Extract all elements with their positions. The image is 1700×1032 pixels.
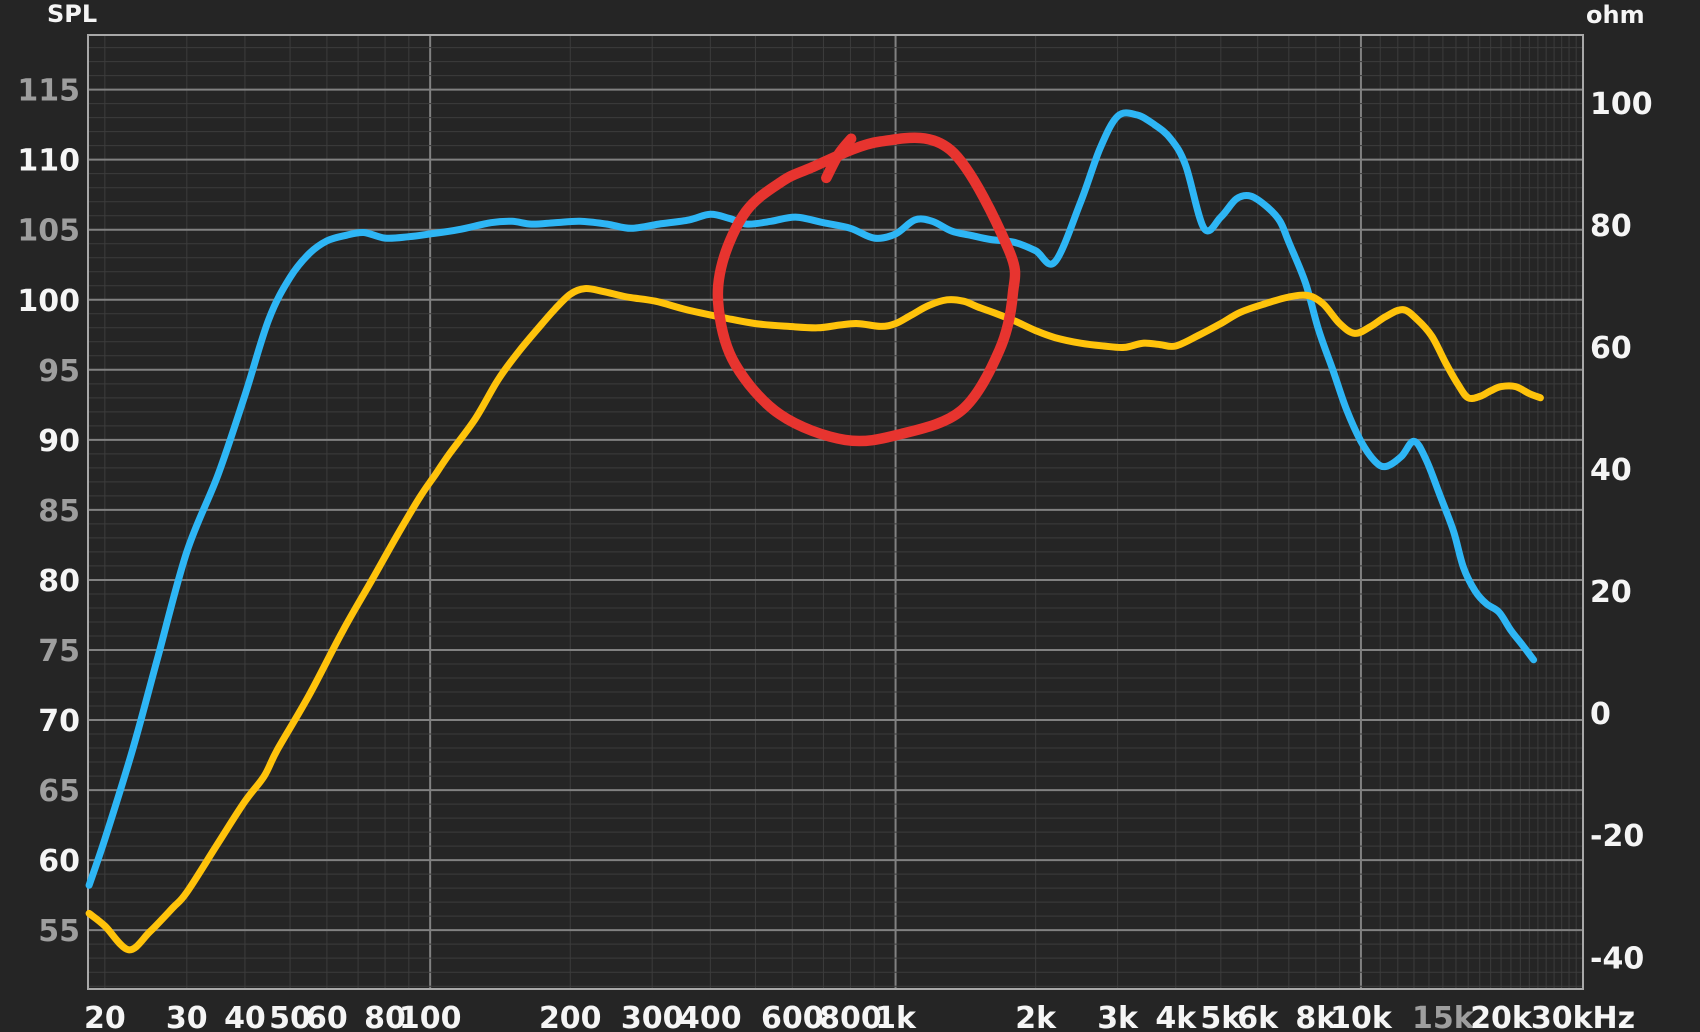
freq-tick-400: 400 bbox=[679, 1001, 742, 1032]
spl-tick-85: 85 bbox=[38, 494, 80, 529]
freq-tick-50: 50 bbox=[269, 1001, 311, 1032]
freq-tick-2k: 2k bbox=[1015, 1001, 1057, 1032]
axis-tick-labels: 1151101051009590858075706560551008060402… bbox=[17, 74, 1652, 1032]
spl-tick-60: 60 bbox=[38, 844, 80, 879]
red-circle-loop bbox=[712, 132, 1021, 447]
freq-tick-80: 80 bbox=[364, 1001, 406, 1032]
freq-tick-60: 60 bbox=[306, 1001, 348, 1032]
spl-tick-100: 100 bbox=[17, 284, 80, 319]
spl-tick-70: 70 bbox=[38, 704, 80, 739]
freq-tick-4k: 4k bbox=[1155, 1001, 1197, 1032]
data-curves bbox=[85, 109, 1544, 954]
spl-tick-115: 115 bbox=[17, 74, 80, 109]
spl-tick-105: 105 bbox=[17, 214, 80, 249]
freq-tick-15k: 15k bbox=[1412, 1001, 1475, 1032]
ohm-tick-40: 40 bbox=[1590, 453, 1632, 488]
ohm-tick--40: -40 bbox=[1590, 941, 1644, 976]
freq-tick-800: 800 bbox=[819, 1001, 882, 1032]
freq-tick-40: 40 bbox=[224, 1001, 266, 1032]
right-axis-title: ohm bbox=[1586, 1, 1645, 29]
freq-tick-6k: 6k bbox=[1237, 1001, 1279, 1032]
ohm-tick-80: 80 bbox=[1590, 209, 1632, 244]
spl-tick-95: 95 bbox=[38, 354, 80, 389]
freq-tick-300: 300 bbox=[621, 1001, 684, 1032]
left-axis-title: SPL bbox=[47, 0, 97, 28]
spl-tick-55: 55 bbox=[38, 914, 80, 949]
freq-tick-30kHz: 30kHz bbox=[1531, 1001, 1635, 1032]
freq-tick-20k: 20k bbox=[1470, 1001, 1533, 1032]
blue-spl-curve bbox=[85, 109, 1538, 889]
spl-tick-75: 75 bbox=[38, 634, 80, 669]
spl-tick-80: 80 bbox=[38, 564, 80, 599]
freq-tick-100: 100 bbox=[399, 1001, 462, 1032]
freq-tick-20: 20 bbox=[84, 1001, 126, 1032]
ohm-tick-20: 20 bbox=[1590, 575, 1632, 610]
freq-tick-3k: 3k bbox=[1097, 1001, 1139, 1032]
freq-tick-10k: 10k bbox=[1330, 1001, 1393, 1032]
freq-tick-200: 200 bbox=[539, 1001, 602, 1032]
red-circle-tail bbox=[821, 133, 857, 184]
freq-tick-30: 30 bbox=[166, 1001, 208, 1032]
spl-tick-90: 90 bbox=[38, 424, 80, 459]
freq-tick-600: 600 bbox=[761, 1001, 824, 1032]
ohm-tick--20: -20 bbox=[1590, 819, 1644, 854]
freq-tick-5k: 5k bbox=[1200, 1001, 1242, 1032]
ohm-tick-60: 60 bbox=[1590, 331, 1632, 366]
grid-lines bbox=[87, 34, 1584, 990]
freq-tick-8k: 8k bbox=[1295, 1001, 1337, 1032]
red-circle-annotation bbox=[712, 132, 1021, 447]
spl-tick-110: 110 bbox=[17, 144, 80, 179]
yellow-spl-curve bbox=[85, 285, 1544, 954]
ohm-tick-0: 0 bbox=[1590, 697, 1611, 732]
spl-tick-65: 65 bbox=[38, 774, 80, 809]
freq-tick-1k: 1k bbox=[875, 1001, 917, 1032]
ohm-tick-100: 100 bbox=[1590, 87, 1653, 122]
